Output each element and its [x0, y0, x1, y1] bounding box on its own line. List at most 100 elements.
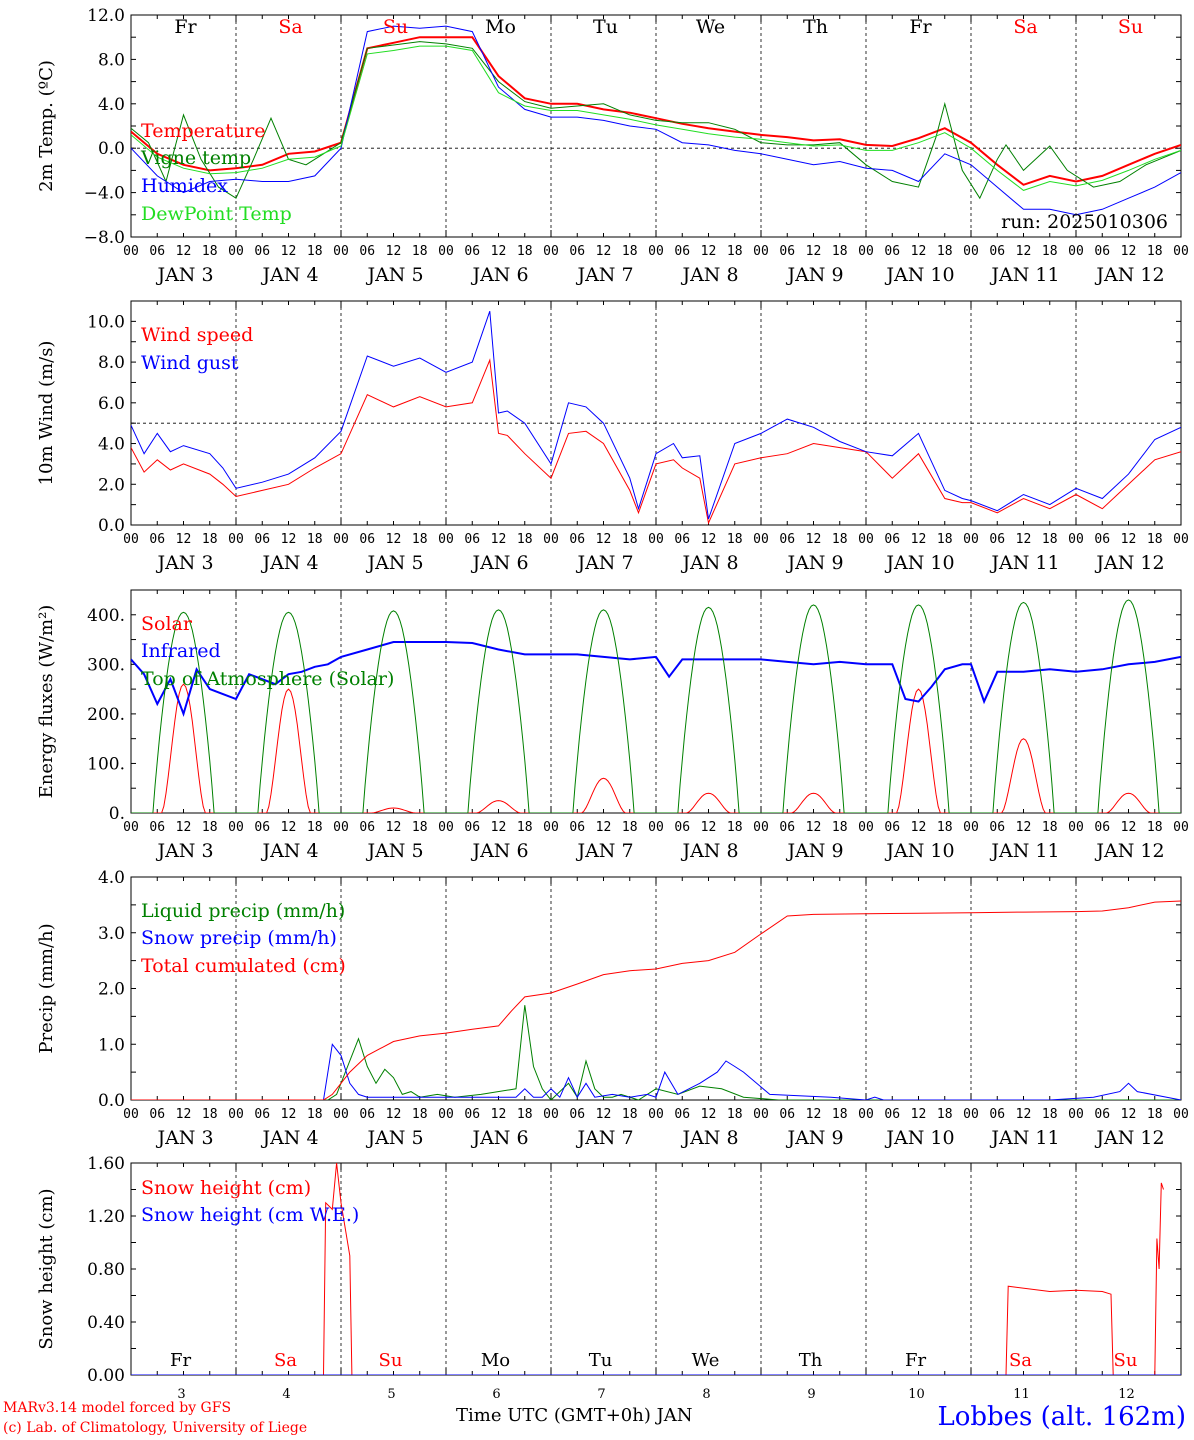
x-date-label: JAN 11: [989, 840, 1059, 862]
x-date-label: JAN 8: [680, 552, 738, 574]
weekday-label: Th: [803, 16, 828, 38]
x-hour-label: 18: [1147, 244, 1163, 259]
x-hour-label: 18: [517, 820, 533, 835]
x-date-label: JAN 3: [155, 840, 213, 862]
x-hour-label: 06: [989, 532, 1005, 547]
x-hour-label: 00: [438, 1107, 454, 1122]
x-hour-label: 06: [149, 820, 165, 835]
y-tick-label: 1.60: [87, 1154, 125, 1174]
x-hour-label: 12: [1121, 532, 1137, 547]
x-hour-label: 18: [412, 1107, 428, 1122]
weekday-label: We: [696, 16, 725, 38]
x-hour-label: 00: [333, 820, 349, 835]
x-hour-label: 12: [491, 1107, 507, 1122]
x-hour-label: 06: [254, 820, 270, 835]
legend-entry: Snow height (cm): [141, 1177, 311, 1199]
y-tick-label: 0.: [109, 804, 125, 824]
x-hour-label: 06: [1094, 1107, 1110, 1122]
x-hour-label: 18: [412, 532, 428, 547]
x-date-label: JAN 5: [365, 840, 423, 862]
weekday-label: Tu: [589, 1350, 613, 1371]
x-hour-label: 12: [1121, 1107, 1137, 1122]
x-hour-label: 00: [543, 820, 559, 835]
x-hour-label: 18: [202, 244, 218, 259]
x-date-label: JAN 5: [365, 552, 423, 574]
x-hour-label: 06: [464, 820, 480, 835]
x-hour-label: 06: [989, 244, 1005, 259]
x-hour-label: 00: [963, 532, 979, 547]
x-hour-label: 12: [596, 820, 612, 835]
x-hour-label: 18: [1042, 532, 1058, 547]
x-hour-label: 18: [1042, 820, 1058, 835]
x-hour-label: 12: [1121, 820, 1137, 835]
x-date-label: JAN 11: [989, 1127, 1059, 1149]
x-hour-label: 18: [622, 244, 638, 259]
x-hour-label: 06: [884, 820, 900, 835]
x-hour-label: 00: [333, 532, 349, 547]
x-hour-label: 06: [1094, 820, 1110, 835]
weekday-label: Fr: [174, 16, 197, 38]
series-line-infrared: [131, 641, 1181, 718]
x-hour-label: 18: [1042, 244, 1058, 259]
x-date-label: JAN 12: [1094, 840, 1164, 862]
x-hour-label: 00: [123, 244, 139, 259]
x-hour-label: 12: [911, 1107, 927, 1122]
legend-entry: Snow precip (mm/h): [141, 927, 337, 949]
y-tick-label: 0.80: [87, 1260, 125, 1280]
x-hour-label: 12: [176, 532, 192, 547]
x-hour-label: 00: [648, 1107, 664, 1122]
x-hour-label: 00: [963, 244, 979, 259]
x-hour-label: 06: [359, 1107, 375, 1122]
x-date-label: JAN 6: [470, 1127, 528, 1149]
series-line-top-of-atmosphere-solar-: [131, 599, 1181, 813]
x-hour-label: 06: [674, 532, 690, 547]
x-day-number: 9: [807, 1387, 815, 1402]
y-tick-label: 300.: [87, 655, 125, 675]
x-hour-label: 12: [281, 532, 297, 547]
x-hour-label: 12: [176, 1107, 192, 1122]
x-hour-label: 00: [1068, 820, 1084, 835]
x-hour-label: 06: [779, 1107, 795, 1122]
x-hour-label: 18: [937, 1107, 953, 1122]
x-hour-label: 06: [569, 532, 585, 547]
legend-entry: DewPoint Temp: [141, 203, 292, 225]
x-hour-label: 18: [832, 820, 848, 835]
x-hour-label: 06: [674, 244, 690, 259]
x-hour-label: 06: [779, 244, 795, 259]
x-date-label: JAN 8: [680, 1127, 738, 1149]
x-hour-label: 12: [1016, 1107, 1032, 1122]
y-axis-label: 2m Temp. (ºC): [36, 60, 57, 192]
legend-entry: Infrared: [141, 640, 221, 662]
x-day-number: 5: [387, 1387, 395, 1402]
x-hour-label: 12: [176, 820, 192, 835]
legend-entry: Wind speed: [141, 324, 253, 346]
x-hour-label: 12: [701, 532, 717, 547]
legend-entry: Liquid precip (mm/h): [141, 900, 345, 922]
y-tick-label: 2.0: [98, 980, 125, 1000]
y-tick-label: 10.0: [87, 312, 125, 332]
x-hour-label: 06: [359, 820, 375, 835]
y-tick-label: 200.: [87, 705, 125, 725]
x-hour-label: 12: [386, 532, 402, 547]
x-date-label: JAN 9: [785, 264, 843, 286]
y-tick-label: 4.0: [98, 435, 125, 455]
x-date-label: JAN 9: [785, 1127, 843, 1149]
x-date-label: JAN 7: [575, 840, 633, 862]
y-tick-label: 0.0: [98, 1091, 125, 1111]
x-hour-label: 18: [622, 532, 638, 547]
plot-frame: [130, 589, 1182, 814]
panel-3: [130, 589, 1182, 814]
y-axis-label: Snow height (cm): [36, 1188, 57, 1349]
x-date-label: JAN 10: [884, 840, 954, 862]
x-hour-label: 06: [464, 532, 480, 547]
weekday-label: Su: [379, 1350, 403, 1371]
x-hour-label: 18: [727, 1107, 743, 1122]
y-tick-label: 8.0: [98, 50, 125, 70]
y-axis-label: 10m Wind (m/s): [36, 341, 57, 486]
x-hour-label: 00: [963, 820, 979, 835]
y-tick-label: 2.0: [98, 475, 125, 495]
x-date-label: JAN 12: [1094, 552, 1164, 574]
x-hour-label: 06: [254, 1107, 270, 1122]
x-date-label: JAN 6: [470, 264, 528, 286]
